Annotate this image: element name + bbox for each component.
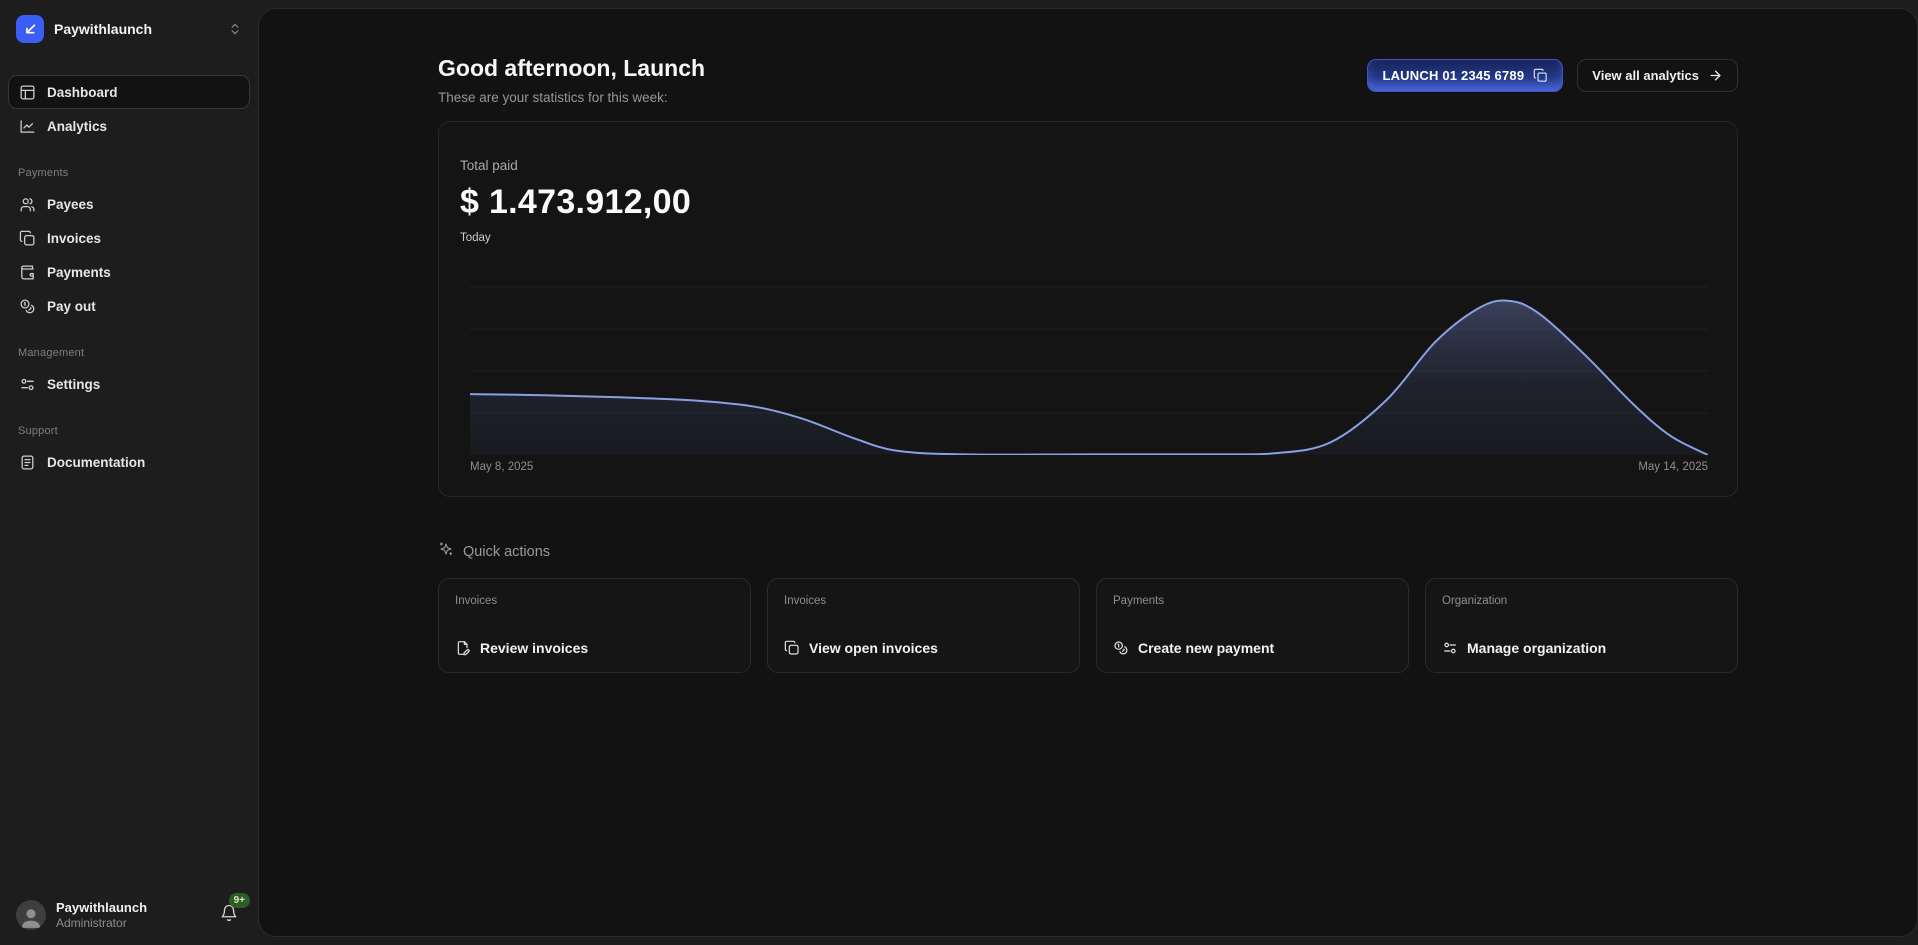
card-category: Organization <box>1442 595 1721 607</box>
sparkles-icon <box>438 541 454 562</box>
section-label-payments: Payments <box>18 167 240 179</box>
document-icon <box>19 454 36 471</box>
copy-pages-icon <box>19 230 36 247</box>
total-paid-card: Total paid $ 1.473.912,00 Today <box>438 121 1738 497</box>
section-label-management: Management <box>18 347 240 359</box>
org-switcher[interactable]: Paywithlaunch <box>8 15 250 43</box>
chart-title: Total paid <box>460 158 1708 173</box>
coins-icon <box>19 298 36 315</box>
avatar <box>16 900 46 930</box>
sidebar-item-invoices[interactable]: Invoices <box>8 221 250 255</box>
notification-badge: 9+ <box>229 893 250 908</box>
card-category: Invoices <box>455 595 734 607</box>
app-name: Paywithlaunch <box>54 21 218 37</box>
account-number-button[interactable]: LAUNCH 01 2345 6789 <box>1367 59 1563 92</box>
section-label-support: Support <box>18 425 240 437</box>
user-menu[interactable]: Paywithlaunch Administrator 9+ <box>8 900 250 931</box>
quick-action-card-view-open-invoices[interactable]: Invoices View open invoices <box>767 578 1080 673</box>
sidebar-sections: PaymentsPayeesInvoicesPaymentsPay outMan… <box>8 143 250 479</box>
area-chart <box>470 245 1708 455</box>
chevrons-up-down-icon[interactable] <box>228 22 242 36</box>
card-action-label: Manage organization <box>1467 640 1606 656</box>
quick-action-card-manage-organization[interactable]: Organization Manage organization <box>1425 578 1738 673</box>
total-paid-value: $ 1.473.912,00 <box>460 183 1708 222</box>
card-category: Payments <box>1113 595 1392 607</box>
card-action-label: Review invoices <box>480 640 588 656</box>
page-subtitle: These are your statistics for this week: <box>438 90 705 105</box>
panels-icon <box>19 84 36 101</box>
user-name: Paywithlaunch <box>56 900 206 916</box>
copy-pages-icon <box>784 640 800 656</box>
app-logo-icon <box>16 15 44 43</box>
card-action-label: View open invoices <box>809 640 938 656</box>
sidebar-item-dashboard[interactable]: Dashboard <box>8 75 250 109</box>
sidebar-item-payments[interactable]: Payments <box>8 255 250 289</box>
x-axis-start-label: May 8, 2025 <box>470 461 533 473</box>
sliders-icon <box>19 376 36 393</box>
card-category: Invoices <box>784 595 1063 607</box>
card-action-label: Create new payment <box>1138 640 1274 656</box>
main-panel: Good afternoon, Launch These are your st… <box>258 8 1918 937</box>
x-axis-end-label: May 14, 2025 <box>1638 461 1708 473</box>
sidebar: Paywithlaunch DashboardAnalytics Payment… <box>0 0 258 945</box>
quick-action-card-create-new-payment[interactable]: Payments Create new payment <box>1096 578 1409 673</box>
page-title: Good afternoon, Launch <box>438 55 705 82</box>
chart-period: Today <box>460 232 1708 244</box>
coins-icon <box>1113 640 1129 656</box>
users-icon <box>19 196 36 213</box>
sidebar-item-documentation[interactable]: Documentation <box>8 445 250 479</box>
copy-icon[interactable] <box>1533 68 1548 83</box>
notifications-button[interactable]: 9+ <box>216 900 242 931</box>
quick-action-card-review-invoices[interactable]: Invoices Review invoices <box>438 578 751 673</box>
sliders-icon <box>1442 640 1458 656</box>
view-all-analytics-button[interactable]: View all analytics <box>1577 59 1738 92</box>
sidebar-item-analytics[interactable]: Analytics <box>8 109 250 143</box>
file-pen-icon <box>455 640 471 656</box>
arrow-right-icon <box>1708 68 1723 83</box>
wallet-icon <box>19 264 36 281</box>
area-chart-svg <box>470 245 1708 455</box>
sidebar-item-payees[interactable]: Payees <box>8 187 250 221</box>
sidebar-item-settings[interactable]: Settings <box>8 367 250 401</box>
user-role: Administrator <box>56 916 206 931</box>
quick-actions-title: Quick actions <box>463 544 550 560</box>
line-chart-icon <box>19 118 36 135</box>
sidebar-main-nav: DashboardAnalytics <box>8 75 250 143</box>
sidebar-item-pay-out[interactable]: Pay out <box>8 289 250 323</box>
quick-actions-grid: Invoices Review invoices Invoices View open… <box>438 578 1738 673</box>
